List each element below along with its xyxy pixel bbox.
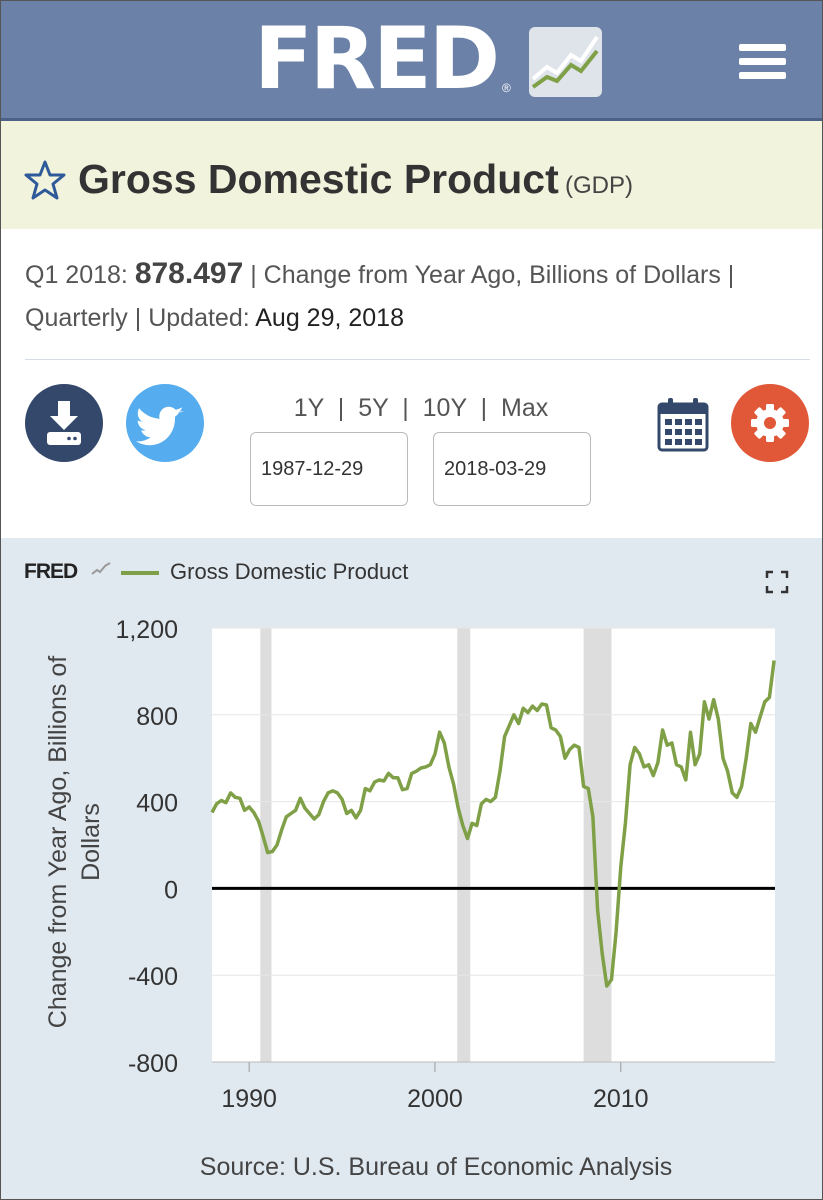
divider [25, 359, 810, 360]
end-date-input[interactable]: 2018-03-29 [433, 432, 591, 506]
registered-mark: ® [502, 81, 511, 95]
period-label: Q1 2018: [25, 261, 128, 289]
recession-band [583, 628, 612, 1062]
fullscreen-icon[interactable] [765, 570, 789, 594]
frequency-text: Quarterly [25, 304, 128, 332]
calendar-icon[interactable] [657, 396, 709, 452]
y-tick-label: -400 [128, 963, 178, 991]
y-axis-label: Change from Year Ago, Billions of Dollars [44, 656, 105, 1029]
x-tick-label: 1990 [221, 1085, 277, 1113]
y-tick-label: -800 [128, 1050, 178, 1078]
app-header: FRED ® [0, 0, 823, 121]
source-note: Source: U.S. Bureau of Economic Analysis [199, 1153, 673, 1181]
series-id: (GDP) [565, 172, 633, 199]
legend-swatch [121, 571, 159, 575]
recession-band [457, 628, 471, 1062]
gdp-chart: -800 -400 0 400 800 1,200 1990 2000 2010 Change f… [44, 616, 776, 1113]
download-icon [47, 401, 81, 445]
legend-label: Gross Domestic Product [170, 559, 409, 584]
range-10y-link[interactable]: 10Y [422, 394, 467, 422]
x-tick-label: 2000 [407, 1085, 463, 1113]
separator: | [402, 394, 409, 422]
range-max-link[interactable]: Max [501, 394, 549, 422]
y-tick-label: 800 [136, 703, 178, 731]
settings-button[interactable] [731, 384, 809, 462]
hamburger-menu-icon[interactable] [739, 44, 786, 80]
x-tick-label: 2010 [593, 1085, 649, 1113]
range-5y-link[interactable]: 5Y [358, 394, 389, 422]
star-icon[interactable] [24, 160, 66, 200]
range-1y-link[interactable]: 1Y [293, 394, 324, 422]
y-tick-label: 400 [136, 790, 178, 818]
title-band [0, 121, 823, 229]
twitter-icon [136, 406, 184, 446]
fred-graph-icon [529, 27, 602, 97]
series-line [210, 660, 776, 988]
y-tick-label: 1,200 [115, 616, 178, 644]
updated-date: Aug 29, 2018 [255, 304, 404, 332]
y-tick-label: 0 [164, 876, 178, 904]
separator: | [480, 394, 488, 422]
updated-label: | Updated: [134, 304, 250, 332]
twitter-share-button[interactable] [126, 384, 204, 462]
plot-area [212, 628, 775, 1062]
units-text: | Change from Year Ago, Billions of Doll… [250, 261, 735, 289]
start-date-input[interactable]: 1987-12-29 [250, 432, 408, 506]
series-title: Gross Domestic Product [78, 156, 559, 202]
range-links: 1Y | 5Y | 10Y | Max [250, 394, 592, 423]
series-meta: Q1 2018: 878.497 | Change from Year Ago,… [25, 252, 805, 340]
gear-icon [751, 404, 789, 442]
download-button[interactable] [25, 384, 103, 462]
fred-logo[interactable]: FRED [254, 9, 500, 109]
separator: | [337, 394, 345, 422]
y-axis-label-line2: Dollars [77, 803, 105, 881]
mini-graph-icon [91, 562, 111, 575]
mini-fred-logo: FRED [24, 560, 78, 583]
y-axis-label-line1: Change from Year Ago, Billions of [44, 656, 72, 1029]
latest-value: 878.497 [134, 257, 244, 290]
